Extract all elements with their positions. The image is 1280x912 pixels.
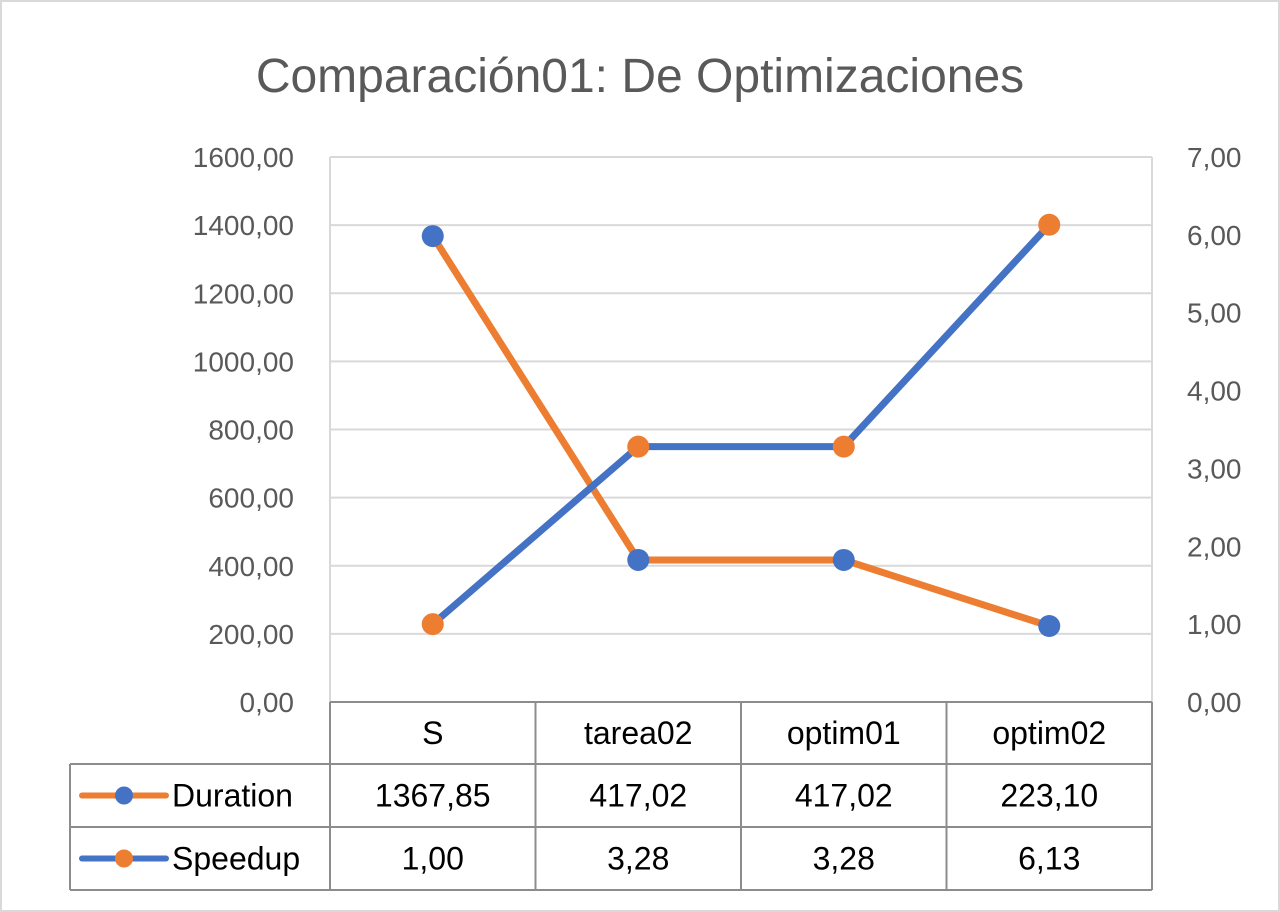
left-axis-tick-label: 1400,00 <box>193 210 294 241</box>
legend-key-marker <box>115 786 133 805</box>
right-axis-tick-label: 3,00 <box>1187 453 1242 484</box>
data-table-value: 6,13 <box>1018 841 1080 877</box>
left-axis-tick-label: 200,00 <box>208 619 294 650</box>
legend-key-marker <box>115 849 133 868</box>
right-axis-tick-label: 2,00 <box>1187 531 1242 562</box>
right-axis-tick-label: 4,00 <box>1187 376 1242 407</box>
data-table-value: 3,28 <box>813 841 875 877</box>
chart-title: Comparación01: De Optimizaciones <box>256 50 1024 103</box>
series-line-duration <box>429 232 1053 630</box>
series-line-speedup <box>429 221 1053 628</box>
data-table-value: 223,10 <box>1000 778 1098 814</box>
x-axis-category-label: S <box>422 715 443 751</box>
legend-series-name: Speedup <box>172 841 300 877</box>
data-table-value: 3,28 <box>607 841 669 877</box>
left-axis-tick-label: 1600,00 <box>193 142 294 173</box>
data-point-speedup <box>1038 213 1061 236</box>
data-point-duration <box>627 548 650 571</box>
x-axis-category-label: optim01 <box>787 715 901 751</box>
right-axis-tick-label: 0,00 <box>1187 687 1242 718</box>
left-axis-tick-label: 1200,00 <box>193 278 294 309</box>
left-axis-ticks: 0,00 200,00 400,00 600,00 800,00 1000,00 1200,… <box>193 142 294 718</box>
data-point-speedup <box>832 435 855 458</box>
right-axis-tick-label: 6,00 <box>1187 220 1242 251</box>
legend-series-name: Duration <box>172 778 293 814</box>
data-table-value: 1367,85 <box>375 778 491 814</box>
right-axis-tick-label: 5,00 <box>1187 298 1242 329</box>
series-markers <box>421 213 1061 638</box>
data-point-speedup <box>421 613 444 636</box>
data-table-value: 417,02 <box>589 778 687 814</box>
left-axis-tick-label: 800,00 <box>208 415 294 446</box>
data-point-duration <box>832 548 855 571</box>
series-lines <box>429 221 1053 630</box>
right-axis-ticks: 0,00 1,00 2,00 3,00 4,00 5,00 6,00 7,00 <box>1187 142 1242 718</box>
left-axis-tick-label: 400,00 <box>208 551 294 582</box>
right-axis-tick-label: 7,00 <box>1187 142 1242 173</box>
data-point-duration <box>1038 615 1061 638</box>
right-axis-tick-label: 1,00 <box>1187 609 1242 640</box>
x-axis-category-label: tarea02 <box>584 715 693 751</box>
data-point-duration <box>421 225 444 248</box>
left-axis-tick-label: 0,00 <box>240 687 295 718</box>
data-point-speedup <box>627 435 650 458</box>
data-table-value: 1,00 <box>402 841 464 877</box>
x-axis-category-label: optim02 <box>992 715 1106 751</box>
left-axis-tick-label: 600,00 <box>208 483 294 514</box>
data-table-value: 417,02 <box>795 778 893 814</box>
left-axis-tick-label: 1000,00 <box>193 346 294 377</box>
